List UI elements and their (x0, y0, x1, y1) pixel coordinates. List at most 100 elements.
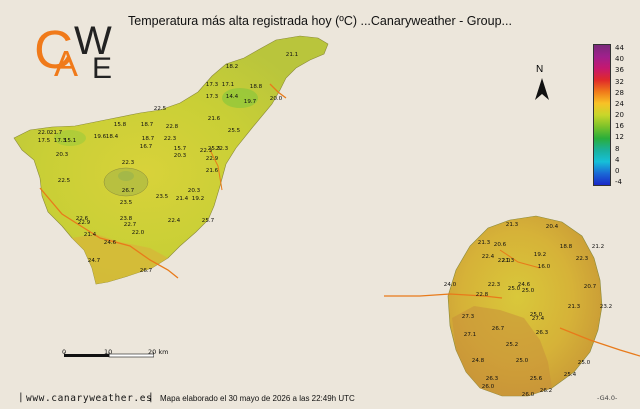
temperature-reading: 19.7 (243, 99, 257, 106)
temperature-reading: 18.8 (249, 84, 263, 91)
temperature-reading: 21.7 (49, 130, 63, 137)
temperature-reading: 25.6 (529, 376, 543, 383)
temperature-reading: 22.8 (165, 124, 179, 131)
temperature-reading: 18.4 (105, 134, 119, 141)
canaryweather-logo: C A W E (34, 19, 112, 82)
temperature-reading: 15.7 (173, 146, 187, 153)
temperature-reading: 18.2 (225, 64, 239, 71)
footer-separator-right: | (148, 392, 154, 403)
temperature-reading: 20.3 (187, 188, 201, 195)
temperature-reading: 26.7 (121, 188, 135, 195)
scale-label-10: 10 (104, 348, 113, 356)
north-letter: N (536, 64, 544, 75)
temperature-reading: 17.1 (221, 82, 235, 89)
teide-caldera (103, 167, 149, 197)
temperature-reading: 23.8 (119, 216, 133, 223)
temperature-reading: 22.3 (163, 136, 177, 143)
temperature-reading: 25.7 (201, 218, 215, 225)
temperature-reading: 22.4 (481, 254, 495, 261)
temperature-reading: 22.3 (121, 160, 135, 167)
legend-tick-label: 16 (615, 122, 624, 131)
temperature-reading: 24.7 (87, 258, 101, 265)
temperature-reading: 17.3 (205, 94, 219, 101)
gran-canaria-south-zone (452, 306, 552, 396)
legend-tick-label: 32 (615, 77, 624, 86)
temperature-reading: 21.6 (205, 168, 219, 175)
temperature-reading: 26.2 (539, 388, 553, 395)
temperature-reading: 27.3 (461, 314, 475, 321)
tenerife-island (13, 35, 329, 285)
temperature-reading: 20.3 (173, 153, 187, 160)
footer-website-link[interactable]: www.canaryweather.es (26, 393, 153, 404)
temperature-reading: 23.2 (599, 304, 613, 311)
temperature-reading: 20.3 (55, 152, 69, 159)
legend-tick-label: 0 (615, 166, 620, 175)
temperature-reading: 26.7 (491, 326, 505, 333)
temperature-reading: 20.6 (493, 242, 507, 249)
gran-canaria-road-east (559, 327, 640, 357)
temperature-reading: 22.3 (215, 146, 229, 153)
scale-label-20: 20 km (148, 348, 169, 356)
temperature-reading: 25.0 (507, 286, 521, 293)
legend-tick-label: -4 (615, 178, 622, 186)
legend-tick-label: 36 (615, 66, 624, 75)
temperature-reading: 23.5 (155, 194, 169, 201)
temperature-reading: 19.6 (93, 134, 107, 141)
temperature-reading: 20.7 (583, 284, 597, 291)
anaga-green-zone (222, 88, 258, 108)
temperature-reading: 17.5 (37, 138, 51, 145)
teno-green-zone (54, 130, 86, 146)
temperature-reading: 20.4 (545, 224, 559, 231)
legend-tick-label: 44 (615, 44, 624, 52)
temperature-reading: 25.0 (515, 358, 529, 365)
temperature-reading: 22.0 (37, 130, 51, 137)
legend-color-bar (593, 44, 611, 186)
temperature-reading: 21.3 (567, 304, 581, 311)
tenerife-road-north (269, 83, 287, 99)
temperature-reading: 22.0 (131, 230, 145, 237)
temperature-reading: 22.7 (123, 222, 137, 229)
legend-tick-label: 28 (615, 88, 624, 97)
temperature-reading: 22.4 (167, 218, 181, 225)
footer-map-timestamp: Mapa elaborado el 30 mayo de 2026 a las … (160, 394, 355, 403)
temperature-reading: 25.0 (577, 360, 591, 367)
temperature-reading: 15.8 (113, 122, 127, 129)
gran-canaria-road-north (499, 249, 541, 269)
temperature-reading: 25.3 (207, 146, 221, 153)
temperature-reading: 26.0 (521, 392, 535, 399)
legend-tick-label: 24 (615, 99, 624, 108)
map-title: Temperatura más alta registrada hoy (ºC)… (128, 14, 512, 28)
temperature-reading: 27.1 (463, 332, 477, 339)
temperature-reading: 24.6 (103, 240, 117, 247)
temperature-reading: 19.2 (191, 196, 205, 203)
temperature-reading: 25.0 (521, 288, 535, 295)
logo-letter-e: E (92, 52, 112, 82)
temperature-reading: 27.4 (531, 316, 545, 323)
temperature-reading: 22.9 (205, 156, 219, 163)
temperature-reading: 16.7 (139, 144, 153, 151)
teide-peak (118, 171, 134, 181)
temperature-reading: 23.5 (119, 200, 133, 207)
tenerife-road-east (209, 149, 223, 191)
temperature-reading: 21.4 (175, 196, 189, 203)
temperature-reading: 15.1 (63, 138, 77, 145)
temperature-reading: 26.3 (485, 376, 499, 383)
temperature-reading: 21.1 (285, 52, 299, 59)
scale-label-0: 0 (62, 348, 67, 356)
temperature-reading: 19.2 (533, 252, 547, 259)
legend-tick-label: 8 (615, 144, 620, 153)
temperature-reading: 21.2 (591, 244, 605, 251)
temperature-reading: 25.0 (529, 312, 543, 319)
temperature-reading: 24.6 (517, 282, 531, 289)
temperature-reading: 25.2 (505, 342, 519, 349)
temperature-reading: 21.4 (83, 232, 97, 239)
temperature-reading: 25.5 (227, 128, 241, 135)
north-arrow-icon (535, 78, 549, 100)
logo-letter-c: C (34, 20, 73, 80)
temperature-reading: 22.3 (487, 282, 501, 289)
temperature-reading: 18.8 (559, 244, 573, 251)
temperature-reading: 26.7 (139, 268, 153, 275)
logo-letter-a: A (54, 43, 78, 82)
legend-tick-label: 4 (615, 155, 620, 164)
temperature-reading: 21.3 (505, 222, 519, 229)
